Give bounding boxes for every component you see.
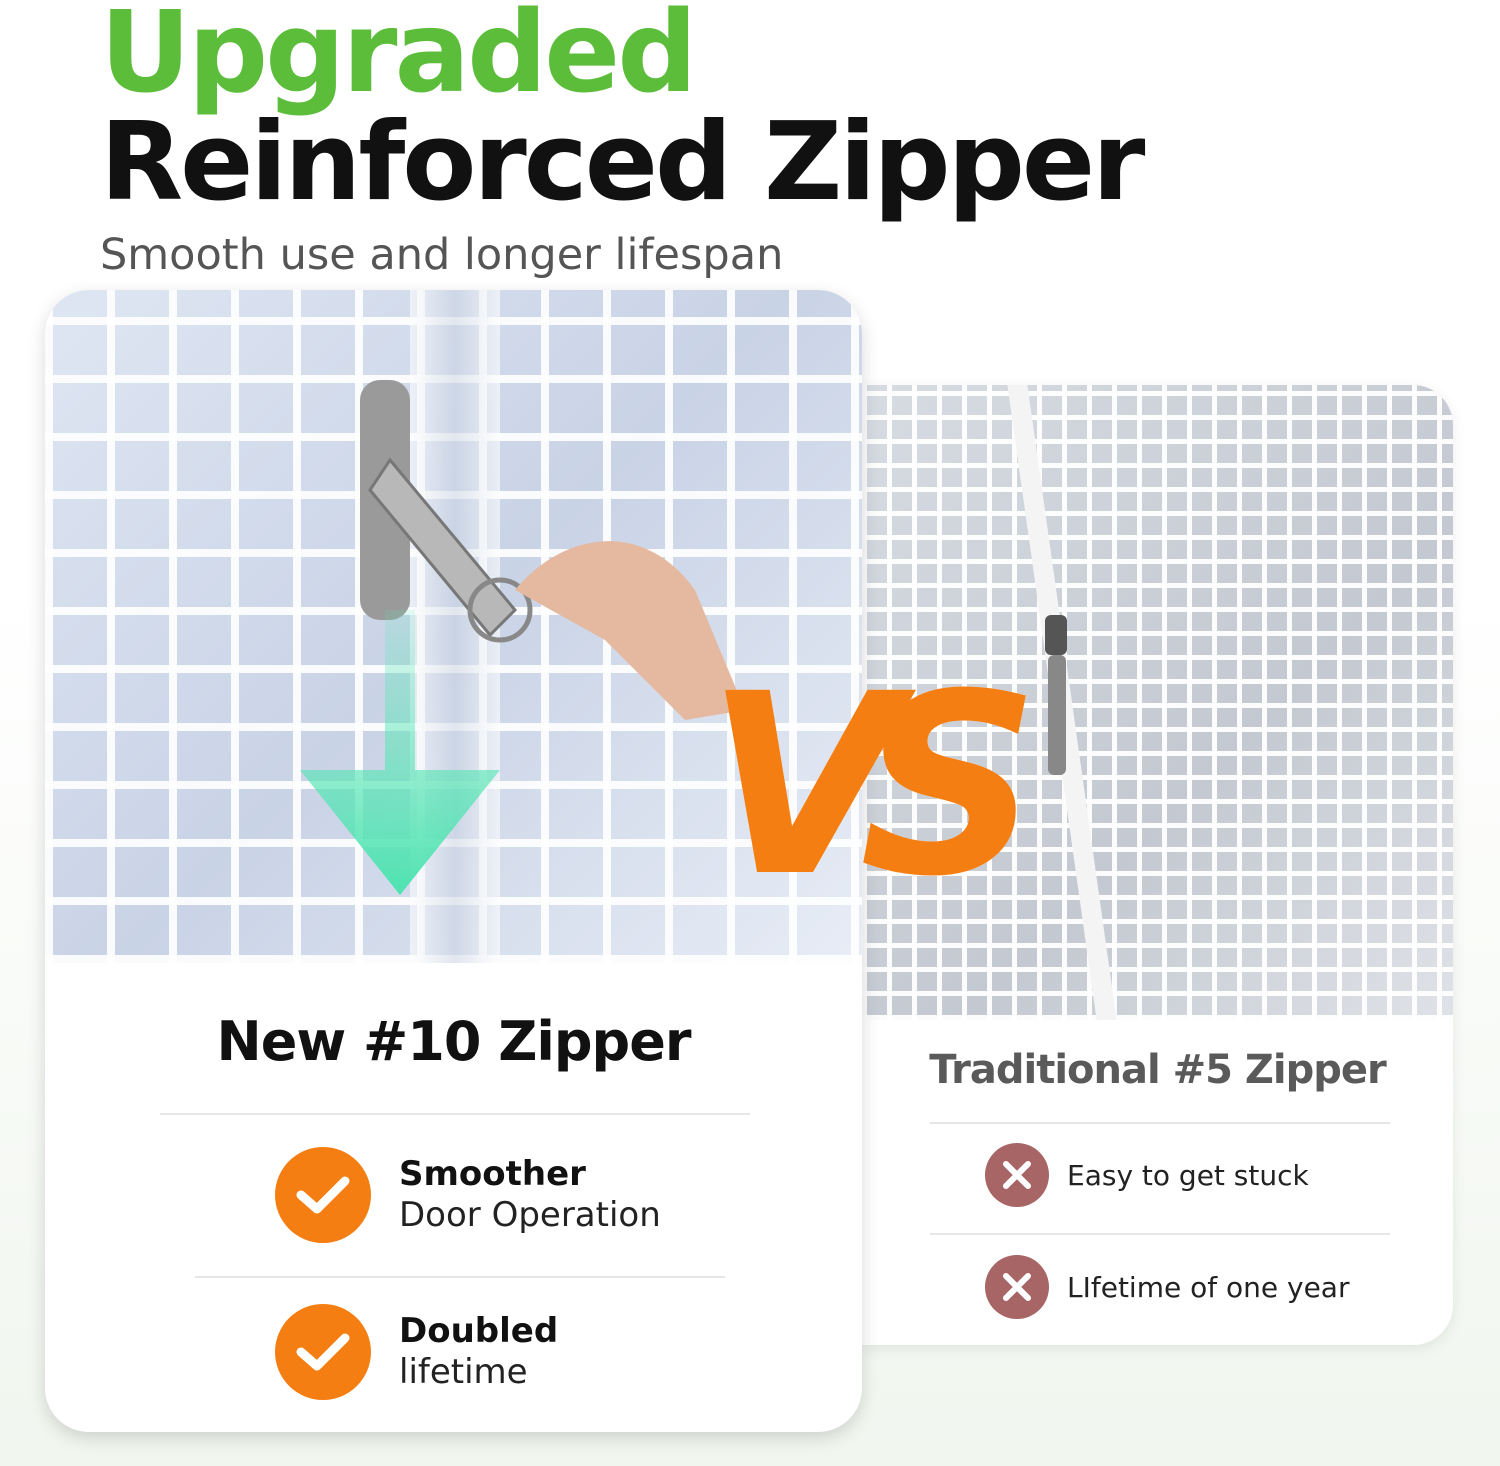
feature-text: Door Operation: [399, 1195, 661, 1235]
title-reinforced-zipper: Reinforced Zipper: [100, 100, 1145, 225]
new-zipper-photo: [45, 290, 862, 963]
check-icon: [275, 1147, 371, 1243]
divider: [930, 1233, 1390, 1235]
divider: [195, 1276, 725, 1278]
feature-smoother: Smoother Door Operation: [275, 1147, 661, 1243]
divider: [930, 1122, 1390, 1124]
drawback-text: Easy to get stuck: [1067, 1158, 1309, 1192]
vs-label: VS: [706, 640, 1039, 931]
traditional-zipper-photo: [862, 385, 1453, 1020]
zipper-pull-and-arrow-icon: [300, 380, 745, 895]
divider: [160, 1113, 750, 1115]
new-zipper-card: New #10 Zipper Smoother Door Operation D…: [45, 290, 862, 1432]
traditional-zipper-title: Traditional #5 Zipper: [929, 1047, 1386, 1093]
feature-doubled: Doubled lifetime: [275, 1304, 558, 1400]
subtitle: Smooth use and longer lifespan: [100, 230, 784, 280]
check-icon: [275, 1304, 371, 1400]
drawback-lifetime: LIfetime of one year: [985, 1255, 1349, 1319]
feature-text: lifetime: [399, 1352, 528, 1392]
feature-bold: Smoother: [399, 1154, 586, 1195]
small-zipper-pull-icon: [1045, 615, 1067, 775]
title-upgraded: Upgraded: [100, 0, 697, 118]
x-icon: [985, 1255, 1049, 1319]
drawback-stuck: Easy to get stuck: [985, 1143, 1309, 1207]
feature-bold: Doubled: [399, 1311, 559, 1352]
drawback-text: LIfetime of one year: [1067, 1270, 1350, 1304]
x-icon: [985, 1143, 1049, 1207]
traditional-zipper-card: Traditional #5 Zipper Easy to get stuck …: [862, 385, 1453, 1345]
new-zipper-title: New #10 Zipper: [216, 1010, 692, 1073]
